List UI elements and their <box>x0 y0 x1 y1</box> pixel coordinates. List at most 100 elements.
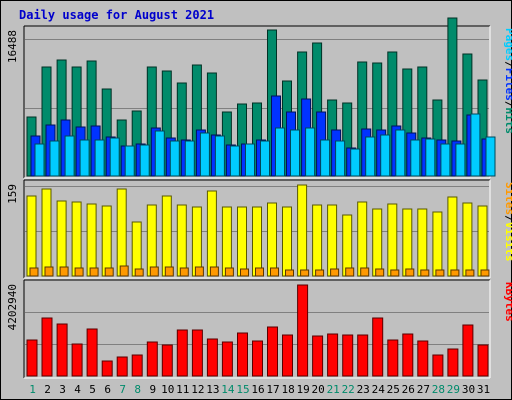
bar-pages-day-17 <box>275 127 285 177</box>
bar-pages-day-23 <box>365 136 376 177</box>
bar-pages-day-31 <box>485 136 496 177</box>
bar-kbytes-day-18 <box>282 334 293 377</box>
legend-entry: Files <box>503 68 512 101</box>
y-max-label: 4202940 <box>6 284 19 330</box>
bar-sites-day-29 <box>450 269 460 277</box>
bar-visits-day-21 <box>327 204 338 277</box>
day-label-31: 31 <box>477 383 490 396</box>
bar-kbytes-day-5 <box>86 328 98 377</box>
bar-visits-day-28 <box>432 211 443 277</box>
bar-sites-day-18 <box>285 269 294 277</box>
bar-sites-day-6 <box>104 267 114 277</box>
bar-sites-day-13 <box>209 266 219 277</box>
bar-visits-day-31 <box>477 205 488 277</box>
bar-visits-day-13 <box>206 190 217 277</box>
day-label-12: 12 <box>191 383 204 396</box>
bar-sites-day-26 <box>405 268 415 277</box>
bar-kbytes-day-24 <box>372 317 384 377</box>
bar-visits-day-18 <box>282 206 292 277</box>
day-label-6: 6 <box>104 383 111 396</box>
bar-sites-day-8 <box>134 268 144 277</box>
bar-sites-day-7 <box>119 265 129 277</box>
day-label-8: 8 <box>134 383 141 396</box>
bar-pages-day-16 <box>260 140 270 177</box>
bar-sites-day-10 <box>164 266 174 277</box>
bar-pages-day-25 <box>395 129 406 177</box>
bar-visits-day-9 <box>146 204 157 277</box>
bar-pages-day-3 <box>64 135 75 177</box>
day-label-27: 27 <box>417 383 430 396</box>
bar-visits-day-19 <box>297 184 308 277</box>
bar-sites-day-15 <box>240 268 249 277</box>
day-label-29: 29 <box>447 383 460 396</box>
bar-kbytes-day-11 <box>176 329 188 377</box>
bar-kbytes-day-25 <box>387 339 399 377</box>
bar-kbytes-day-15 <box>237 332 248 377</box>
bar-kbytes-day-21 <box>327 333 339 377</box>
chart-title: Daily usage for August 2021 <box>19 8 214 22</box>
bar-visits-day-27 <box>417 208 428 277</box>
bar-sites-day-4 <box>74 267 84 277</box>
bar-pages-day-20 <box>320 139 331 177</box>
bar-sites-day-19 <box>300 269 310 277</box>
bar-pages-day-15 <box>245 143 255 177</box>
bar-visits-day-26 <box>402 208 413 277</box>
bar-visits-day-8 <box>131 221 142 277</box>
bar-visits-day-7 <box>116 188 127 277</box>
bar-pages-day-14 <box>229 145 240 177</box>
bar-visits-day-24 <box>372 208 383 277</box>
bar-kbytes-day-16 <box>252 340 263 377</box>
bar-sites-day-31 <box>480 269 490 277</box>
day-label-13: 13 <box>206 383 219 396</box>
bar-kbytes-day-2 <box>41 317 53 377</box>
bar-pages-day-29 <box>455 143 466 177</box>
bar-pages-day-30 <box>470 113 481 177</box>
bar-sites-day-24 <box>375 268 385 277</box>
bar-pages-day-26 <box>410 139 421 177</box>
legend-kbytes: KBytes <box>503 282 512 322</box>
legend-entry: / <box>503 61 512 68</box>
bar-pages-day-19 <box>305 127 316 177</box>
bar-sites-day-5 <box>89 267 99 277</box>
y-max-label: 16488 <box>6 30 19 63</box>
bar-sites-day-14 <box>224 267 234 277</box>
bar-pages-day-6 <box>109 137 120 177</box>
legend-entry: Hits <box>503 108 512 135</box>
bar-visits-day-11 <box>176 204 187 277</box>
bar-pages-day-28 <box>440 143 451 177</box>
bar-kbytes-day-27 <box>417 340 429 377</box>
day-label-17: 17 <box>266 383 279 396</box>
bar-visits-day-17 <box>267 202 277 277</box>
bar-sites-day-9 <box>149 266 159 277</box>
bar-visits-day-14 <box>221 206 232 277</box>
bar-visits-day-12 <box>191 206 202 277</box>
bar-sites-day-27 <box>420 269 430 277</box>
bar-pages-day-10 <box>169 140 180 177</box>
bar-pages-day-11 <box>184 140 195 177</box>
bar-visits-day-5 <box>86 203 97 277</box>
bar-visits-day-16 <box>252 206 262 277</box>
bar-kbytes-day-8 <box>131 354 143 377</box>
bar-kbytes-day-17 <box>267 326 278 377</box>
bar-sites-day-25 <box>390 269 400 277</box>
bar-pages-day-13 <box>214 135 225 177</box>
bar-kbytes-day-30 <box>462 324 474 377</box>
bar-sites-day-30 <box>465 269 475 277</box>
bar-kbytes-day-7 <box>116 356 128 377</box>
bar-kbytes-day-23 <box>357 334 369 377</box>
legend-entry: Pages <box>503 28 512 61</box>
bar-kbytes-day-19 <box>297 284 309 377</box>
legend-entry: Sites <box>503 182 512 215</box>
day-label-10: 10 <box>161 383 174 396</box>
bar-pages-day-8 <box>139 144 150 177</box>
day-label-1: 1 <box>29 383 36 396</box>
bar-kbytes-day-9 <box>146 341 158 377</box>
bar-kbytes-day-31 <box>477 344 489 377</box>
legend-entry: / <box>503 101 512 108</box>
bar-kbytes-day-14 <box>221 341 233 377</box>
bar-kbytes-day-6 <box>101 360 113 377</box>
bar-sites-day-2 <box>44 266 54 277</box>
bar-pages-day-22 <box>350 148 361 177</box>
panel-kbytes: 4202940 KBytes <box>6 279 512 379</box>
bar-kbytes-day-1 <box>26 339 38 377</box>
